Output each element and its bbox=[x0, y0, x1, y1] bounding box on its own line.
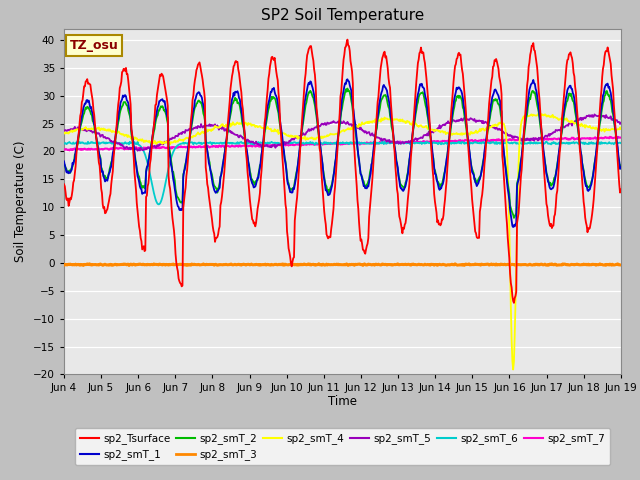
Text: TZ_osu: TZ_osu bbox=[70, 39, 118, 52]
X-axis label: Time: Time bbox=[328, 395, 357, 408]
Y-axis label: Soil Temperature (C): Soil Temperature (C) bbox=[15, 141, 28, 263]
Legend: sp2_Tsurface, sp2_smT_1, sp2_smT_2, sp2_smT_3, sp2_smT_4, sp2_smT_5, sp2_smT_6, : sp2_Tsurface, sp2_smT_1, sp2_smT_2, sp2_… bbox=[75, 428, 610, 466]
Title: SP2 Soil Temperature: SP2 Soil Temperature bbox=[260, 9, 424, 24]
